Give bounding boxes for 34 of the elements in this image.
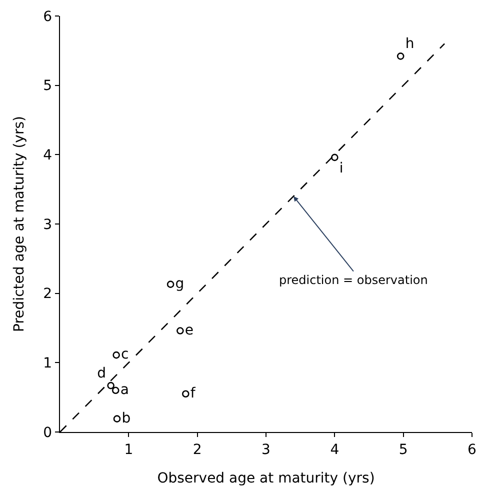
y-tick-label: 4	[43, 148, 52, 164]
point	[166, 280, 174, 288]
point	[396, 52, 404, 60]
series-label: i	[339, 160, 344, 177]
y-tick-label: 5	[43, 78, 52, 94]
point	[113, 415, 121, 422]
series-label: a	[120, 382, 129, 398]
annotation: prediction = observation	[279, 273, 428, 287]
y-tick-label: 0	[43, 424, 52, 441]
x-tick-label: 1	[124, 442, 134, 458]
x-tick-label: 5	[398, 442, 408, 458]
point	[107, 382, 114, 390]
point	[331, 154, 338, 162]
series-label: e	[184, 322, 194, 338]
y-tick-label: 1	[43, 356, 52, 372]
series-label: f	[190, 385, 196, 402]
y-tick-label: 2	[43, 286, 52, 302]
x-tick-label: 3	[262, 442, 270, 458]
point	[182, 390, 190, 398]
x-axis-title: Observed age at maturity (yrs)	[157, 470, 375, 486]
point	[112, 351, 120, 359]
series-label: h	[405, 36, 414, 52]
y-axis-title: Predicted age at maturity (yrs)	[12, 116, 28, 332]
x-tick-label: 4	[330, 442, 340, 458]
series-label: b	[122, 410, 131, 426]
series-label: c	[121, 346, 129, 363]
y-tick-label: 6	[43, 8, 52, 25]
point	[112, 386, 120, 394]
x-tick-label: 2	[192, 442, 202, 458]
x-tick-label: 6	[468, 442, 477, 458]
y-tick-label: 3	[43, 216, 52, 233]
series-label: d	[97, 365, 106, 382]
series-label: g	[175, 276, 184, 292]
point	[176, 327, 184, 334]
